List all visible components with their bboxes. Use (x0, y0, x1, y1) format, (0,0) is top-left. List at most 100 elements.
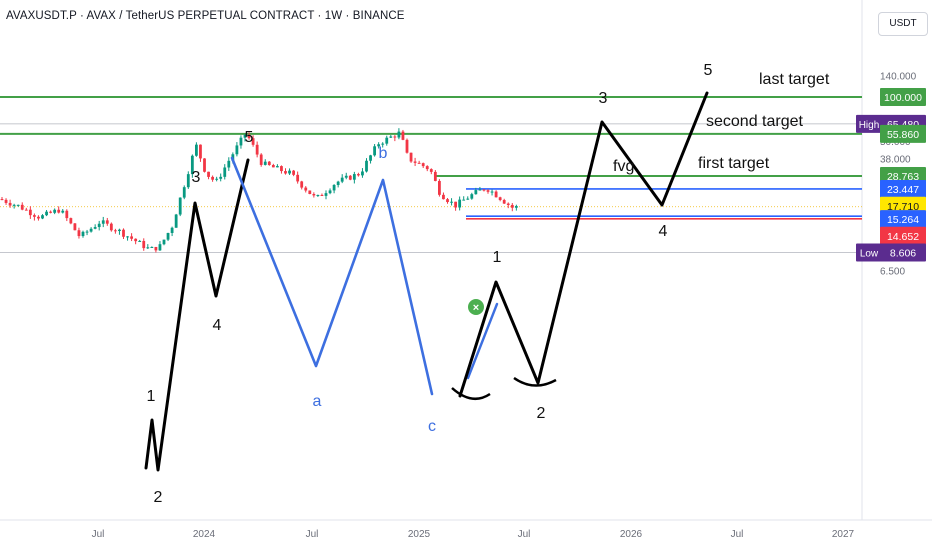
candle (162, 239, 166, 246)
candle-body (8, 202, 12, 206)
price-tag-value: 17.710 (887, 201, 919, 213)
candle (510, 203, 514, 212)
candle (421, 162, 425, 168)
currency-button[interactable]: USDT (878, 12, 928, 36)
inner-wave-path (466, 302, 499, 380)
candle (365, 158, 368, 173)
candle (73, 223, 77, 231)
candle (146, 244, 150, 249)
candle (182, 185, 186, 200)
candle (494, 190, 498, 198)
candle (12, 203, 16, 209)
candle (474, 187, 478, 195)
candle-body (336, 181, 340, 185)
candle (190, 154, 194, 178)
impulse-wave-path (144, 158, 250, 472)
candle-body (506, 203, 510, 205)
wave-label: 5 (245, 129, 254, 146)
candle (158, 241, 162, 251)
candle-body (20, 204, 24, 210)
candle (300, 180, 304, 190)
projection-wave-path (458, 91, 709, 398)
price-axis[interactable]: 140.00070.00050.00038.00020.00011.0006.5… (856, 72, 926, 278)
candle (417, 160, 421, 164)
candle (316, 194, 320, 197)
candle (235, 142, 239, 157)
price-tag-label-box (856, 243, 882, 262)
candle-body (235, 145, 239, 155)
candle (134, 238, 138, 245)
candle-body (97, 223, 101, 228)
candle (207, 171, 210, 180)
candle (482, 189, 486, 192)
candle (506, 202, 510, 209)
price-tag-box (880, 124, 926, 143)
candle (203, 158, 206, 173)
candle (450, 198, 453, 206)
x-tick-label: 2025 (408, 529, 431, 540)
alert-marker-icon (468, 299, 484, 315)
candle-body (207, 171, 210, 177)
time-axis[interactable]: Jul 2024 Jul 2025 Jul 2026 Jul 2027 (92, 529, 855, 540)
candle (276, 164, 279, 168)
candle (105, 217, 109, 226)
candle (154, 246, 158, 253)
candle-body (37, 216, 40, 219)
candle-body (65, 210, 69, 219)
candle-body (146, 247, 150, 249)
candle-body (450, 201, 453, 203)
candle (442, 192, 445, 200)
candle-body (486, 190, 490, 192)
candle (243, 134, 247, 142)
corrective-wave-path (230, 156, 434, 396)
candle-body (377, 144, 381, 147)
candle (486, 189, 490, 194)
candle-body (490, 191, 494, 193)
candle-body (494, 191, 498, 198)
candle-body (373, 146, 376, 156)
candle (251, 135, 255, 147)
candle (227, 157, 231, 171)
candle (357, 172, 360, 177)
candle (454, 201, 457, 211)
candle (336, 180, 340, 188)
low-bracket-right (513, 376, 557, 387)
candle-body (199, 144, 202, 159)
price-tag-label: Low (860, 249, 879, 260)
candle (324, 190, 328, 200)
price-tag: 55.860 (880, 124, 926, 143)
wave-label: 2 (537, 405, 546, 422)
candle-body (247, 134, 251, 139)
candle (16, 204, 20, 207)
candle-body (344, 175, 348, 178)
candle (320, 193, 324, 197)
candle (344, 172, 348, 180)
candle (413, 157, 417, 167)
candle-body (89, 228, 93, 232)
candle (401, 129, 405, 141)
candle (462, 196, 466, 201)
candle (490, 189, 494, 196)
candle (178, 197, 182, 217)
candle (348, 174, 352, 181)
candle-body (316, 194, 320, 196)
candle (514, 204, 518, 211)
price-tag: 100.000 (880, 88, 926, 106)
candle-body (425, 166, 429, 170)
candle (211, 175, 214, 182)
candle (89, 227, 93, 233)
candle-body (239, 137, 243, 146)
candle (41, 214, 44, 220)
candle-body (182, 187, 186, 198)
candle (255, 141, 259, 158)
candle-body (158, 244, 162, 251)
price-tag-value: 100.000 (884, 92, 922, 104)
candle (352, 171, 356, 184)
candle-body (93, 227, 97, 229)
candle-body (385, 137, 389, 144)
candle-body (57, 209, 61, 213)
candle (33, 213, 36, 221)
candle-body (45, 211, 48, 216)
candle (377, 142, 381, 149)
